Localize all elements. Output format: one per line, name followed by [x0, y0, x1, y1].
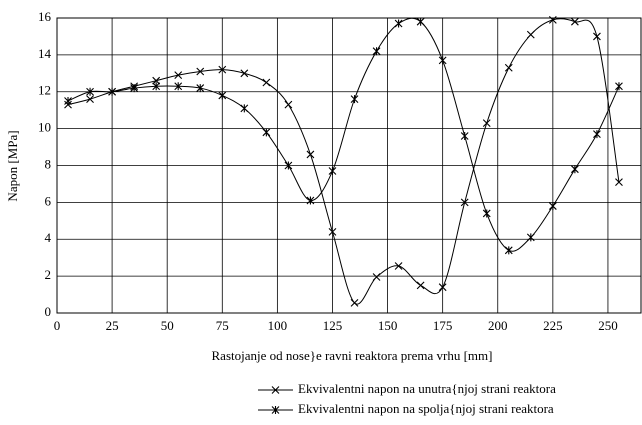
y-tick-label: 2: [45, 267, 52, 282]
data-point: [615, 178, 623, 186]
data-point: [372, 47, 381, 56]
data-point: [350, 298, 359, 307]
data-point: [306, 150, 315, 159]
data-point: [548, 202, 557, 211]
x-tick-label: 100: [268, 318, 288, 333]
data-point: [526, 233, 535, 242]
data-point: [438, 56, 447, 65]
y-tick-label: 0: [45, 304, 52, 319]
y-tick-label: 14: [38, 46, 52, 61]
x-tick-label: 50: [161, 318, 174, 333]
y-tick-label: 6: [45, 193, 52, 208]
data-point: [86, 87, 94, 96]
data-point: [504, 63, 513, 72]
data-point: [482, 209, 491, 218]
data-point: [504, 246, 513, 255]
y-tick-label: 8: [45, 156, 52, 171]
data-point: [548, 15, 557, 24]
legend-marker: [271, 386, 280, 394]
y-tick-label: 16: [38, 9, 52, 24]
data-point: [108, 87, 116, 96]
series-line: [67, 18, 620, 305]
y-axis-label: Napon [MPa]: [5, 130, 20, 201]
data-point: [64, 96, 72, 105]
x-tick-label: 125: [323, 318, 343, 333]
series-line: [67, 17, 620, 252]
data-point: [284, 100, 293, 109]
data-point: [416, 281, 425, 290]
data-point: [306, 196, 315, 205]
legend-label: Ekvivalentni napon na unutra{njoj strani…: [298, 381, 556, 396]
legend-marker: [271, 406, 280, 414]
x-axis-label: Rastojanje od nose}e ravni reaktora prem…: [212, 348, 493, 363]
data-point: [615, 82, 623, 91]
data-point: [328, 167, 337, 176]
data-point: [284, 161, 293, 170]
data-point: [262, 78, 271, 87]
data-point: [350, 95, 359, 104]
data-point: [218, 91, 227, 100]
data-point: [460, 132, 469, 140]
data-point: [86, 95, 94, 104]
data-point: [262, 128, 271, 137]
data-point: [394, 19, 403, 28]
data-point: [482, 119, 491, 127]
data-point: [130, 84, 139, 93]
x-tick-label: 25: [106, 318, 119, 333]
data-point: [570, 17, 579, 26]
data-point: [460, 198, 469, 207]
data-point: [438, 283, 447, 292]
x-tick-label: 150: [378, 318, 398, 333]
x-tick-label: 225: [543, 318, 563, 333]
x-tick-label: 0: [54, 318, 61, 333]
legend-label: Ekvivalentni napon na spolja{njoj strani…: [298, 401, 554, 416]
data-point: [174, 71, 183, 80]
data-point: [152, 76, 161, 85]
y-tick-label: 12: [38, 83, 51, 98]
data-point: [218, 65, 227, 74]
x-tick-label: 200: [488, 318, 508, 333]
y-tick-label: 4: [45, 230, 52, 245]
x-tick-label: 250: [598, 318, 618, 333]
data-point: [240, 69, 249, 78]
data-point: [416, 17, 425, 26]
data-point: [593, 130, 601, 139]
data-point: [152, 82, 161, 91]
data-point: [196, 84, 205, 93]
data-point: [593, 32, 601, 41]
plot-border: [56, 17, 642, 314]
data-point: [240, 104, 249, 113]
data-point: [526, 30, 535, 39]
x-tick-label: 75: [216, 318, 229, 333]
data-point: [394, 262, 403, 270]
x-tick-label: 175: [433, 318, 453, 333]
data-point: [570, 165, 579, 174]
data-point: [174, 82, 183, 91]
data-point: [196, 67, 205, 76]
data-point: [372, 273, 381, 281]
data-point: [328, 227, 337, 236]
y-tick-label: 10: [38, 120, 51, 135]
